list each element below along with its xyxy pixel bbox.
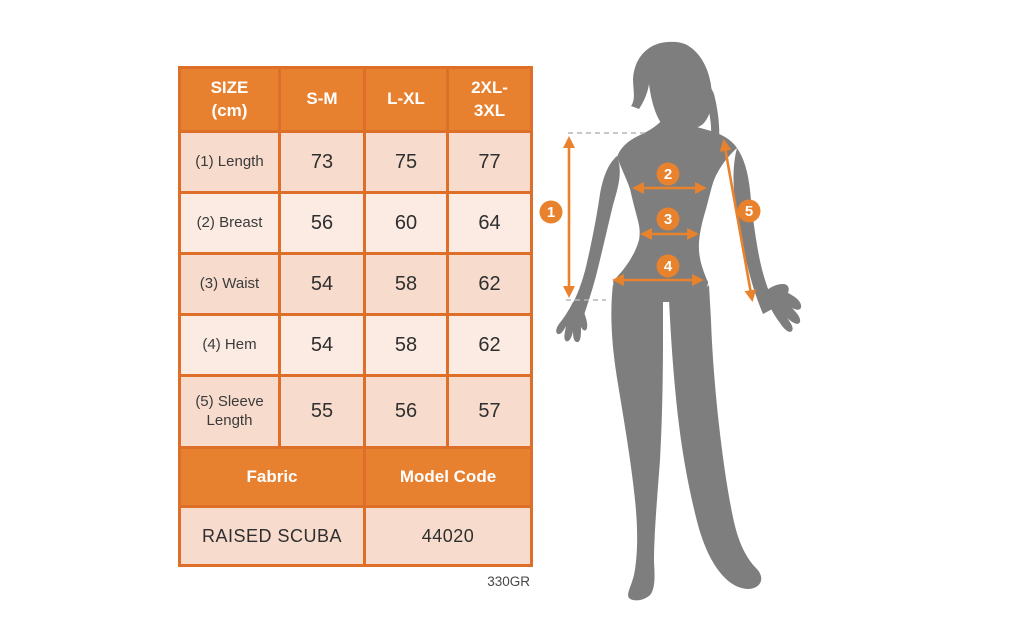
silhouette-left-leg <box>611 284 663 601</box>
column-header-2xl-3xl: 2XL-3XL <box>449 69 530 130</box>
marker-3-number: 3 <box>664 211 672 228</box>
value-breast-sm: 56 <box>281 194 363 252</box>
fabric-header: Fabric <box>181 449 363 505</box>
marker-4-number: 4 <box>664 258 673 275</box>
weight-note: 330GR <box>487 574 530 589</box>
value-sleeve-sm: 55 <box>281 377 363 446</box>
silhouette-right-hand <box>765 284 802 332</box>
value-waist-2xl3xl: 62 <box>449 255 530 313</box>
row-label-length: (1) Length <box>181 133 278 191</box>
value-length-sm: 73 <box>281 133 363 191</box>
value-breast-lxl: 60 <box>366 194 446 252</box>
fabric-value: RAISED SCUBA <box>181 508 363 564</box>
marker-2-number: 2 <box>664 166 672 183</box>
body-silhouette <box>556 41 802 601</box>
silhouette-left-hand <box>556 301 588 343</box>
column-header-s-m: S-M <box>281 69 363 130</box>
silhouette-head <box>631 41 712 130</box>
size-table: SIZE (cm) S-M L-XL 2XL-3XL (1) Length 73… <box>178 66 533 567</box>
marker-5-number: 5 <box>745 203 753 220</box>
model-code-value: 44020 <box>366 508 530 564</box>
value-sleeve-2xl3xl: 57 <box>449 377 530 446</box>
column-header-size: SIZE (cm) <box>181 69 278 130</box>
row-label-sleeve-length: (5) Sleeve Length <box>181 377 278 446</box>
value-length-2xl3xl: 77 <box>449 133 530 191</box>
silhouette-right-leg <box>669 285 762 589</box>
silhouette-hair-strand <box>698 81 720 143</box>
row-label-hem: (4) Hem <box>181 316 278 374</box>
value-sleeve-lxl: 56 <box>366 377 446 446</box>
arrow-sleeve-5 <box>719 139 757 302</box>
row-label-breast: (2) Breast <box>181 194 278 252</box>
row-label-waist: (3) Waist <box>181 255 278 313</box>
value-hem-2xl3xl: 62 <box>449 316 530 374</box>
value-waist-lxl: 58 <box>366 255 446 313</box>
measurement-marker-5: 5 <box>737 199 761 223</box>
measurement-diagram: 1 2 3 4 5 <box>539 41 802 601</box>
value-hem-lxl: 58 <box>366 316 446 374</box>
value-waist-sm: 54 <box>281 255 363 313</box>
column-header-l-xl: L-XL <box>366 69 446 130</box>
marker-1-number: 1 <box>547 204 555 221</box>
silhouette-left-arm <box>570 156 620 315</box>
measurement-marker-1: 1 <box>539 200 563 224</box>
value-hem-sm: 54 <box>281 316 363 374</box>
measurement-marker-4: 4 <box>656 254 680 278</box>
value-breast-2xl3xl: 64 <box>449 194 530 252</box>
measurement-marker-2: 2 <box>656 162 680 186</box>
value-length-lxl: 75 <box>366 133 446 191</box>
model-code-header: Model Code <box>366 449 530 505</box>
measurement-marker-3: 3 <box>656 207 680 231</box>
